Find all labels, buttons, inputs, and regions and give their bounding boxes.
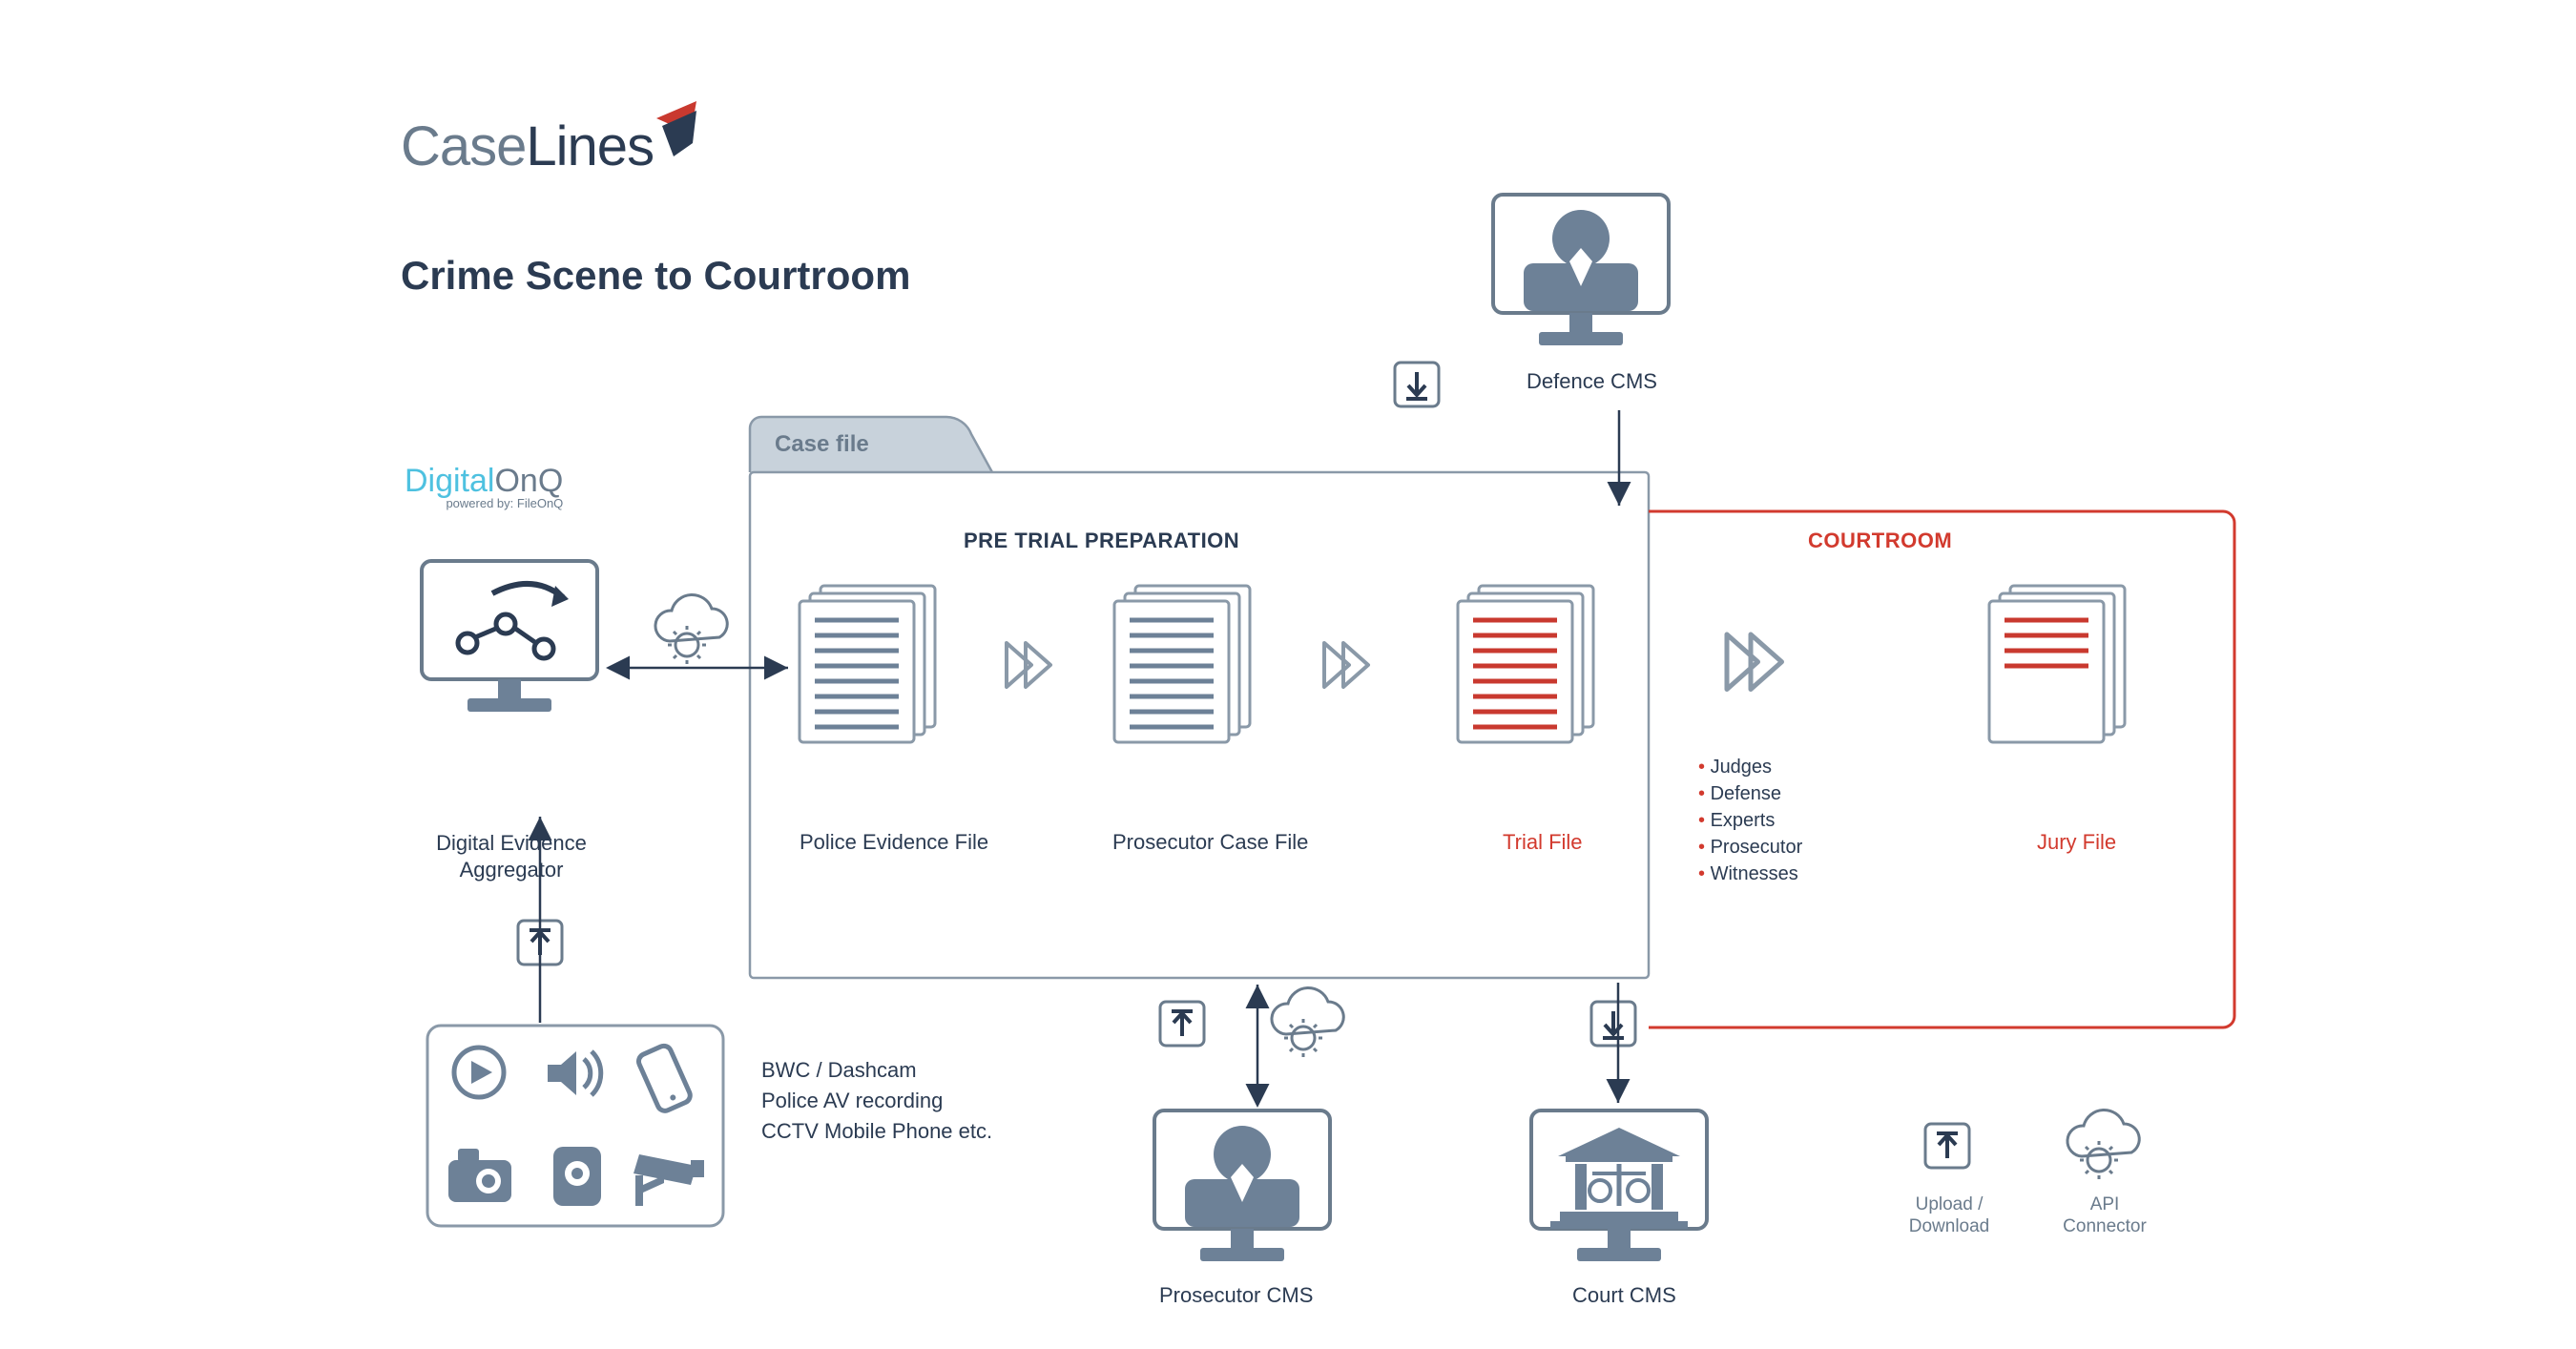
logo-chevron-icon (656, 101, 696, 156)
trial-file-label: Trial File (1503, 830, 1583, 855)
bodycam-icon (553, 1147, 601, 1206)
jury-file-icon (1989, 586, 2125, 742)
chevron-icon (1007, 643, 1050, 687)
api-connector-legend (2067, 1110, 2139, 1179)
logo-word1: Case (401, 115, 526, 177)
sources-text: BWC / Dashcam Police AV recording CCTV M… (761, 1055, 992, 1147)
police-evidence-file-icon (800, 586, 935, 742)
cctv-icon (634, 1154, 704, 1206)
section-courtroom: COURTROOM (1808, 529, 1952, 553)
digitalonq-logo: DigitalOnQ powered by: FileOnQ (405, 463, 563, 510)
defence-cms-label: Defence CMS (1527, 369, 1657, 394)
police-file-label: Police Evidence File (800, 830, 988, 855)
chevron-icon (1324, 643, 1368, 687)
aggregator-label: Digital Evidence Aggregator (435, 830, 588, 882)
defence-cms-monitor (1493, 195, 1669, 345)
logo-word2: Lines (526, 115, 654, 177)
aggregator-monitor (422, 561, 597, 712)
jury-file-label: Jury File (2037, 830, 2116, 855)
diagram-canvas: CaseLines Crime Scene to Courtroom Digit… (0, 0, 2576, 1349)
prosecutor-file-label: Prosecutor Case File (1112, 830, 1308, 855)
phone-icon (636, 1044, 693, 1113)
diagram-svg (0, 0, 2576, 1349)
upload-icon (1925, 1124, 1969, 1168)
casefile-tab-label: Case file (775, 431, 869, 458)
camera-icon (448, 1149, 511, 1202)
chevron-icon (1727, 634, 1782, 690)
prosecutor-cms-label: Prosecutor CMS (1159, 1283, 1313, 1308)
trial-file-icon (1458, 586, 1593, 742)
section-pretrial: PRE TRIAL PREPARATION (964, 529, 1239, 553)
upload-icon (1160, 1002, 1204, 1046)
api-connector-prosecutor (1272, 987, 1343, 1057)
prosecutor-case-file-icon (1114, 586, 1250, 742)
logo: CaseLines (401, 114, 654, 178)
list-item: • Witnesses (1698, 861, 1802, 887)
api-connector-aggregator (655, 594, 727, 664)
list-item: • Experts (1698, 807, 1802, 834)
digitalonq-word2: OnQ (494, 463, 563, 499)
legend-api-label: API Connector (2057, 1194, 2152, 1238)
list-item: • Judges (1698, 754, 1802, 780)
court-cms-label: Court CMS (1572, 1283, 1676, 1308)
courtroom-roles-list: • Judges • Defense • Experts • Prosecuto… (1698, 754, 1802, 887)
download-icon (1591, 1002, 1635, 1046)
list-item: • Defense (1698, 780, 1802, 807)
legend-upload-label: Upload / Download (1906, 1194, 1992, 1238)
download-icon (1395, 363, 1439, 406)
prosecutor-cms-monitor (1154, 1110, 1330, 1261)
page-title: Crime Scene to Courtroom (401, 253, 910, 299)
list-item: • Prosecutor (1698, 834, 1802, 861)
digitalonq-word1: Digital (405, 463, 494, 499)
speaker-icon (548, 1051, 601, 1095)
play-icon (454, 1048, 504, 1097)
court-cms-monitor (1531, 1110, 1707, 1261)
